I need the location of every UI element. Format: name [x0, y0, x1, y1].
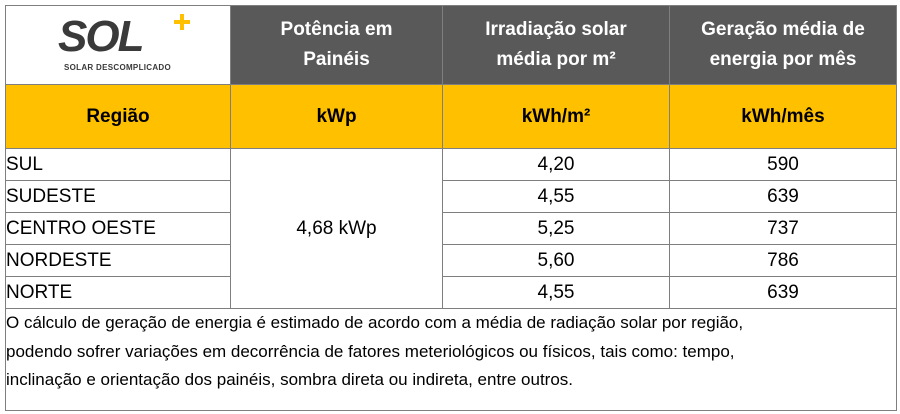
- region-cell: NORDESTE: [5, 244, 231, 277]
- disclaimer-note: O cálculo de geração de energia é estima…: [5, 308, 897, 411]
- header-row: SOL SOLAR DESCOMPLICADO Potência em Pain…: [5, 5, 897, 85]
- region-cell: SUL: [5, 148, 231, 181]
- logo-cell: SOL SOLAR DESCOMPLICADO: [5, 5, 231, 85]
- table-row: SUL 4,68 kWp 4,20 590: [5, 148, 897, 309]
- irradiation-cell: 4,20: [442, 148, 670, 181]
- irradiation-cell: 4,55: [442, 180, 670, 213]
- generation-cell: 639: [669, 276, 897, 309]
- unit-region: Região: [5, 84, 231, 149]
- unit-row: Região kWp kWh/m² kWh/mês: [5, 84, 897, 149]
- logo-tagline: SOLAR DESCOMPLICADO: [64, 63, 172, 72]
- header-power-line-1: Potência em: [280, 19, 393, 40]
- table-row: SUDESTE 4,55 639: [5, 180, 897, 213]
- logo-wordmark: SOL: [58, 12, 144, 61]
- table-row: NORTE 4,55 639: [5, 276, 897, 309]
- note-line-3: inclinação e orientação dos painéis, som…: [6, 370, 574, 389]
- generation-cell: 639: [669, 180, 897, 213]
- power-value-cell: 4,68 kWp: [230, 148, 443, 309]
- irradiation-cell: 5,60: [442, 244, 670, 277]
- table-row: CENTRO OESTE 5,25 737: [5, 212, 897, 245]
- irradiation-cell: 4,55: [442, 276, 670, 309]
- unit-generation: kWh/mês: [669, 84, 897, 149]
- table-row: NORDESTE 5,60 786: [5, 244, 897, 277]
- header-power-line-2: Painéis: [303, 49, 370, 70]
- generation-cell: 737: [669, 212, 897, 245]
- header-generation-line-1: Geração média de: [701, 19, 865, 40]
- plus-icon: [174, 14, 190, 30]
- generation-cell: 786: [669, 244, 897, 277]
- region-cell: CENTRO OESTE: [5, 212, 231, 245]
- unit-irradiation: kWh/m²: [442, 84, 670, 149]
- note-line-1: O cálculo de geração de energia é estima…: [6, 313, 744, 332]
- note-row: O cálculo de geração de energia é estima…: [5, 308, 897, 411]
- generation-cell: 590: [669, 148, 897, 181]
- irradiation-cell: 5,25: [442, 212, 670, 245]
- header-irradiation-line-2: média por m²: [496, 49, 616, 70]
- unit-power: kWp: [230, 84, 443, 149]
- sol-logo: SOL SOLAR DESCOMPLICADO: [6, 6, 230, 84]
- header-generation: Geração média de energia por mês: [669, 5, 897, 85]
- region-cell: NORTE: [5, 276, 231, 309]
- solar-generation-table: SOL SOLAR DESCOMPLICADO Potência em Pain…: [5, 5, 897, 411]
- header-power: Potência em Painéis: [230, 5, 443, 85]
- header-irradiation-line-1: Irradiação solar: [485, 19, 627, 40]
- region-cell: SUDESTE: [5, 180, 231, 213]
- note-line-2: podendo sofrer variações em decorrência …: [6, 341, 735, 361]
- header-irradiation: Irradiação solar média por m²: [442, 5, 670, 85]
- header-generation-line-2: energia por mês: [709, 49, 857, 70]
